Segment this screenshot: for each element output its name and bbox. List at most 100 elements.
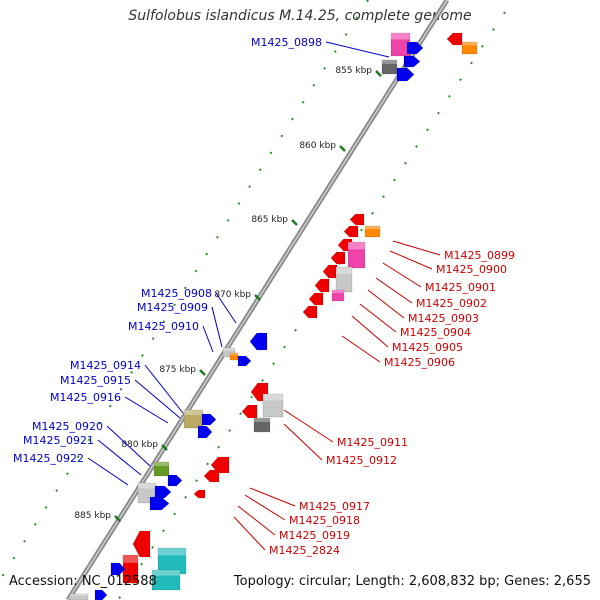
gene-pink-box-shade bbox=[332, 290, 344, 294]
scale-tick-mark bbox=[339, 145, 346, 152]
callout-line bbox=[211, 306, 223, 348]
gene-blue-arrow bbox=[406, 41, 424, 55]
gene-red-arrow bbox=[314, 278, 330, 293]
callout-line bbox=[202, 325, 214, 353]
accession-text: Accession: NC_012588 bbox=[9, 574, 157, 589]
gene-dark-gray-box-shade bbox=[254, 418, 270, 422]
gene-label: M1425_0902 bbox=[416, 297, 487, 310]
scale-tick-mark bbox=[199, 369, 206, 376]
gene-light-gray-box bbox=[69, 593, 89, 600]
callout-line bbox=[389, 250, 433, 270]
scale-tick-mark bbox=[114, 515, 121, 522]
callout-line bbox=[325, 41, 390, 58]
gene-label: M1425_0910 bbox=[128, 320, 199, 333]
gene-label: M1425_0903 bbox=[408, 312, 479, 325]
gene-label: M1425_0900 bbox=[436, 263, 507, 276]
gene-red-arrow bbox=[203, 469, 220, 483]
gene-label: M1425_0904 bbox=[400, 326, 471, 339]
gene-red-box-shade bbox=[123, 555, 138, 563]
gene-blue-arrow bbox=[94, 589, 108, 600]
callout-line bbox=[237, 505, 276, 536]
gene-red-arrow bbox=[343, 225, 359, 238]
scale-tick-mark bbox=[161, 444, 168, 451]
gene-orange-box bbox=[364, 225, 381, 238]
gene-label-minus-strand: M1425_0905 bbox=[351, 315, 463, 354]
gene-label: M1425_0908 bbox=[141, 287, 212, 300]
gene-light-gray-box bbox=[262, 393, 284, 418]
gene-label-plus-strand: M1425_0909 bbox=[137, 301, 223, 348]
gene-red-arrow bbox=[308, 292, 324, 306]
gene-light-gray-box bbox=[222, 347, 236, 358]
callout-line bbox=[215, 292, 237, 324]
gene-label-plus-strand: M1425_0914 bbox=[70, 359, 184, 414]
callout-line bbox=[233, 516, 266, 551]
scale-tick-label: 875 kbp bbox=[159, 365, 196, 375]
gene-pink-box bbox=[347, 241, 366, 269]
gene-label: M1425_2824 bbox=[269, 544, 340, 557]
callout-line bbox=[106, 425, 151, 467]
gene-label-minus-strand: M1425_0902 bbox=[375, 277, 487, 310]
gene-label: M1425_0922 bbox=[13, 452, 84, 465]
gene-label-plus-strand: M1425_0921 bbox=[23, 434, 142, 476]
gene-label: M1425_0919 bbox=[279, 529, 350, 542]
callout-line bbox=[283, 423, 323, 461]
gene-red-arrow bbox=[241, 404, 258, 419]
scale-tick-mark bbox=[291, 219, 298, 226]
gene-blue-arrow bbox=[249, 332, 268, 351]
scale-tick-label: 860 kbp bbox=[299, 141, 336, 151]
gene-pink-box-shade bbox=[348, 242, 365, 250]
gene-red-arrow bbox=[349, 213, 365, 226]
gene-label: M1425_0916 bbox=[50, 391, 121, 404]
gene-green-box bbox=[153, 461, 170, 477]
gene-label: M1425_0920 bbox=[32, 420, 103, 433]
gene-blue-arrow bbox=[237, 355, 252, 367]
gene-blue-arrow bbox=[167, 474, 183, 487]
gene-cyan-box bbox=[151, 569, 181, 591]
gene-light-gray-box-shade bbox=[138, 483, 156, 489]
callout-line bbox=[382, 262, 422, 288]
gene-pink-box bbox=[331, 289, 345, 302]
callout-line bbox=[341, 335, 381, 363]
gene-light-gray-box-shade bbox=[263, 394, 283, 401]
gene-green-box-shade bbox=[154, 462, 169, 466]
callout-line bbox=[249, 487, 296, 507]
gene-label: M1425_0917 bbox=[299, 500, 370, 513]
gene-blue-arrow bbox=[197, 425, 213, 439]
gene-dark-gray-box bbox=[381, 59, 398, 75]
callout-line bbox=[367, 289, 405, 319]
callout-line bbox=[244, 494, 286, 521]
gene-label: M1425_0911 bbox=[337, 436, 408, 449]
gene-label: M1425_0898 bbox=[251, 36, 322, 49]
gene-blue-arrow bbox=[201, 413, 217, 426]
gene-label-plus-strand: M1425_0916 bbox=[50, 391, 169, 424]
gene-blue-arrow bbox=[149, 496, 170, 511]
genome-stats-text: Topology: circular; Length: 2,608,832 bp… bbox=[233, 574, 591, 589]
gene-red-arrow bbox=[132, 530, 151, 558]
gene-red-arrow bbox=[322, 264, 338, 279]
callout-line bbox=[134, 379, 181, 419]
gene-light-gray-box-shade bbox=[336, 267, 352, 274]
scale-tick-label: 885 kbp bbox=[74, 511, 111, 521]
gene-light-gray-box-shade bbox=[70, 594, 88, 596]
scale-tick-label: 865 kbp bbox=[251, 215, 288, 225]
gene-cyan-box-shade bbox=[158, 548, 186, 556]
gene-label-minus-strand: M1425_0901 bbox=[382, 262, 496, 294]
gene-dark-gray-box bbox=[253, 417, 271, 433]
gene-orange-box bbox=[461, 41, 478, 55]
gene-dark-gray-box-shade bbox=[382, 60, 397, 64]
gene-label-plus-strand: M1425_0920 bbox=[32, 420, 151, 467]
gene-blue-arrow bbox=[396, 67, 415, 82]
gene-label-minus-strand: M1425_0912 bbox=[283, 423, 397, 467]
callout-line bbox=[87, 457, 129, 486]
gene-label-minus-strand: M1425_0919 bbox=[237, 505, 350, 542]
gene-label: M1425_0905 bbox=[392, 341, 463, 354]
backbone-highlight bbox=[67, 0, 448, 600]
gene-red-arrow bbox=[330, 251, 346, 265]
gene-blue-arrow bbox=[110, 562, 126, 576]
gene-label-minus-strand: M1425_0903 bbox=[367, 289, 479, 325]
scale-tick-label: 880 kbp bbox=[121, 440, 158, 450]
gene-label: M1425_0906 bbox=[384, 356, 455, 369]
gene-label-plus-strand: M1425_0898 bbox=[251, 36, 390, 58]
callout-line bbox=[392, 240, 441, 256]
